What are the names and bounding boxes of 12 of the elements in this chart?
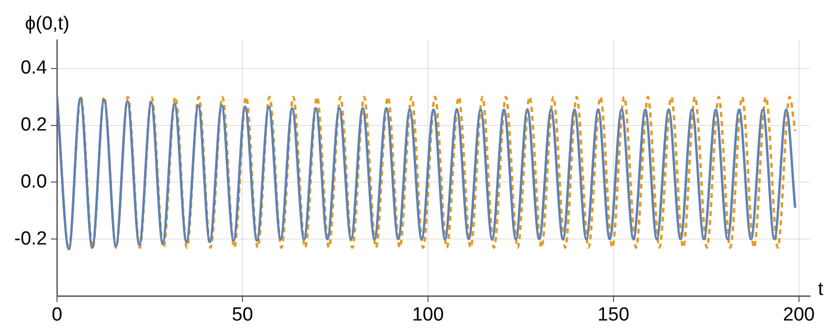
- x-tick-label: 100: [412, 304, 444, 326]
- y-tick-label: -0.2: [14, 228, 47, 250]
- y-tick-label: 0.2: [20, 114, 47, 136]
- x-tick-label: 0: [52, 304, 62, 326]
- y-tick-label: 0.0: [20, 171, 47, 192]
- y-axis-title: ϕ(0,t): [25, 14, 70, 35]
- x-tick-label: 50: [232, 304, 254, 326]
- y-tick-label: 0.4: [20, 58, 48, 79]
- line-series: [57, 96, 796, 250]
- x-tick-label: 200: [783, 304, 815, 326]
- x-tick-label: 150: [598, 304, 630, 326]
- x-axis-title: t: [818, 279, 824, 300]
